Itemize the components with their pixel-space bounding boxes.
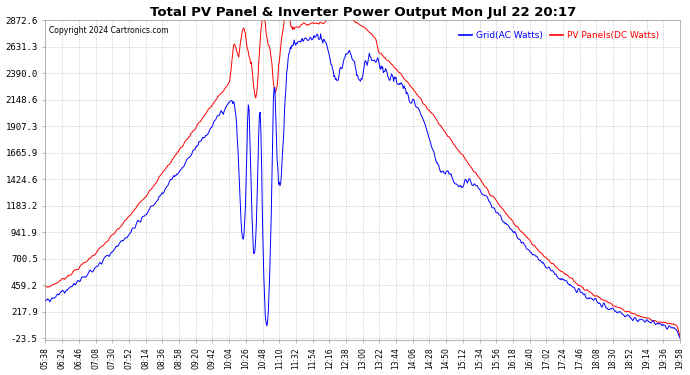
Text: Copyright 2024 Cartronics.com: Copyright 2024 Cartronics.com xyxy=(48,26,168,35)
Legend: Grid(AC Watts), PV Panels(DC Watts): Grid(AC Watts), PV Panels(DC Watts) xyxy=(455,27,662,44)
Title: Total PV Panel & Inverter Power Output Mon Jul 22 20:17: Total PV Panel & Inverter Power Output M… xyxy=(150,6,576,18)
